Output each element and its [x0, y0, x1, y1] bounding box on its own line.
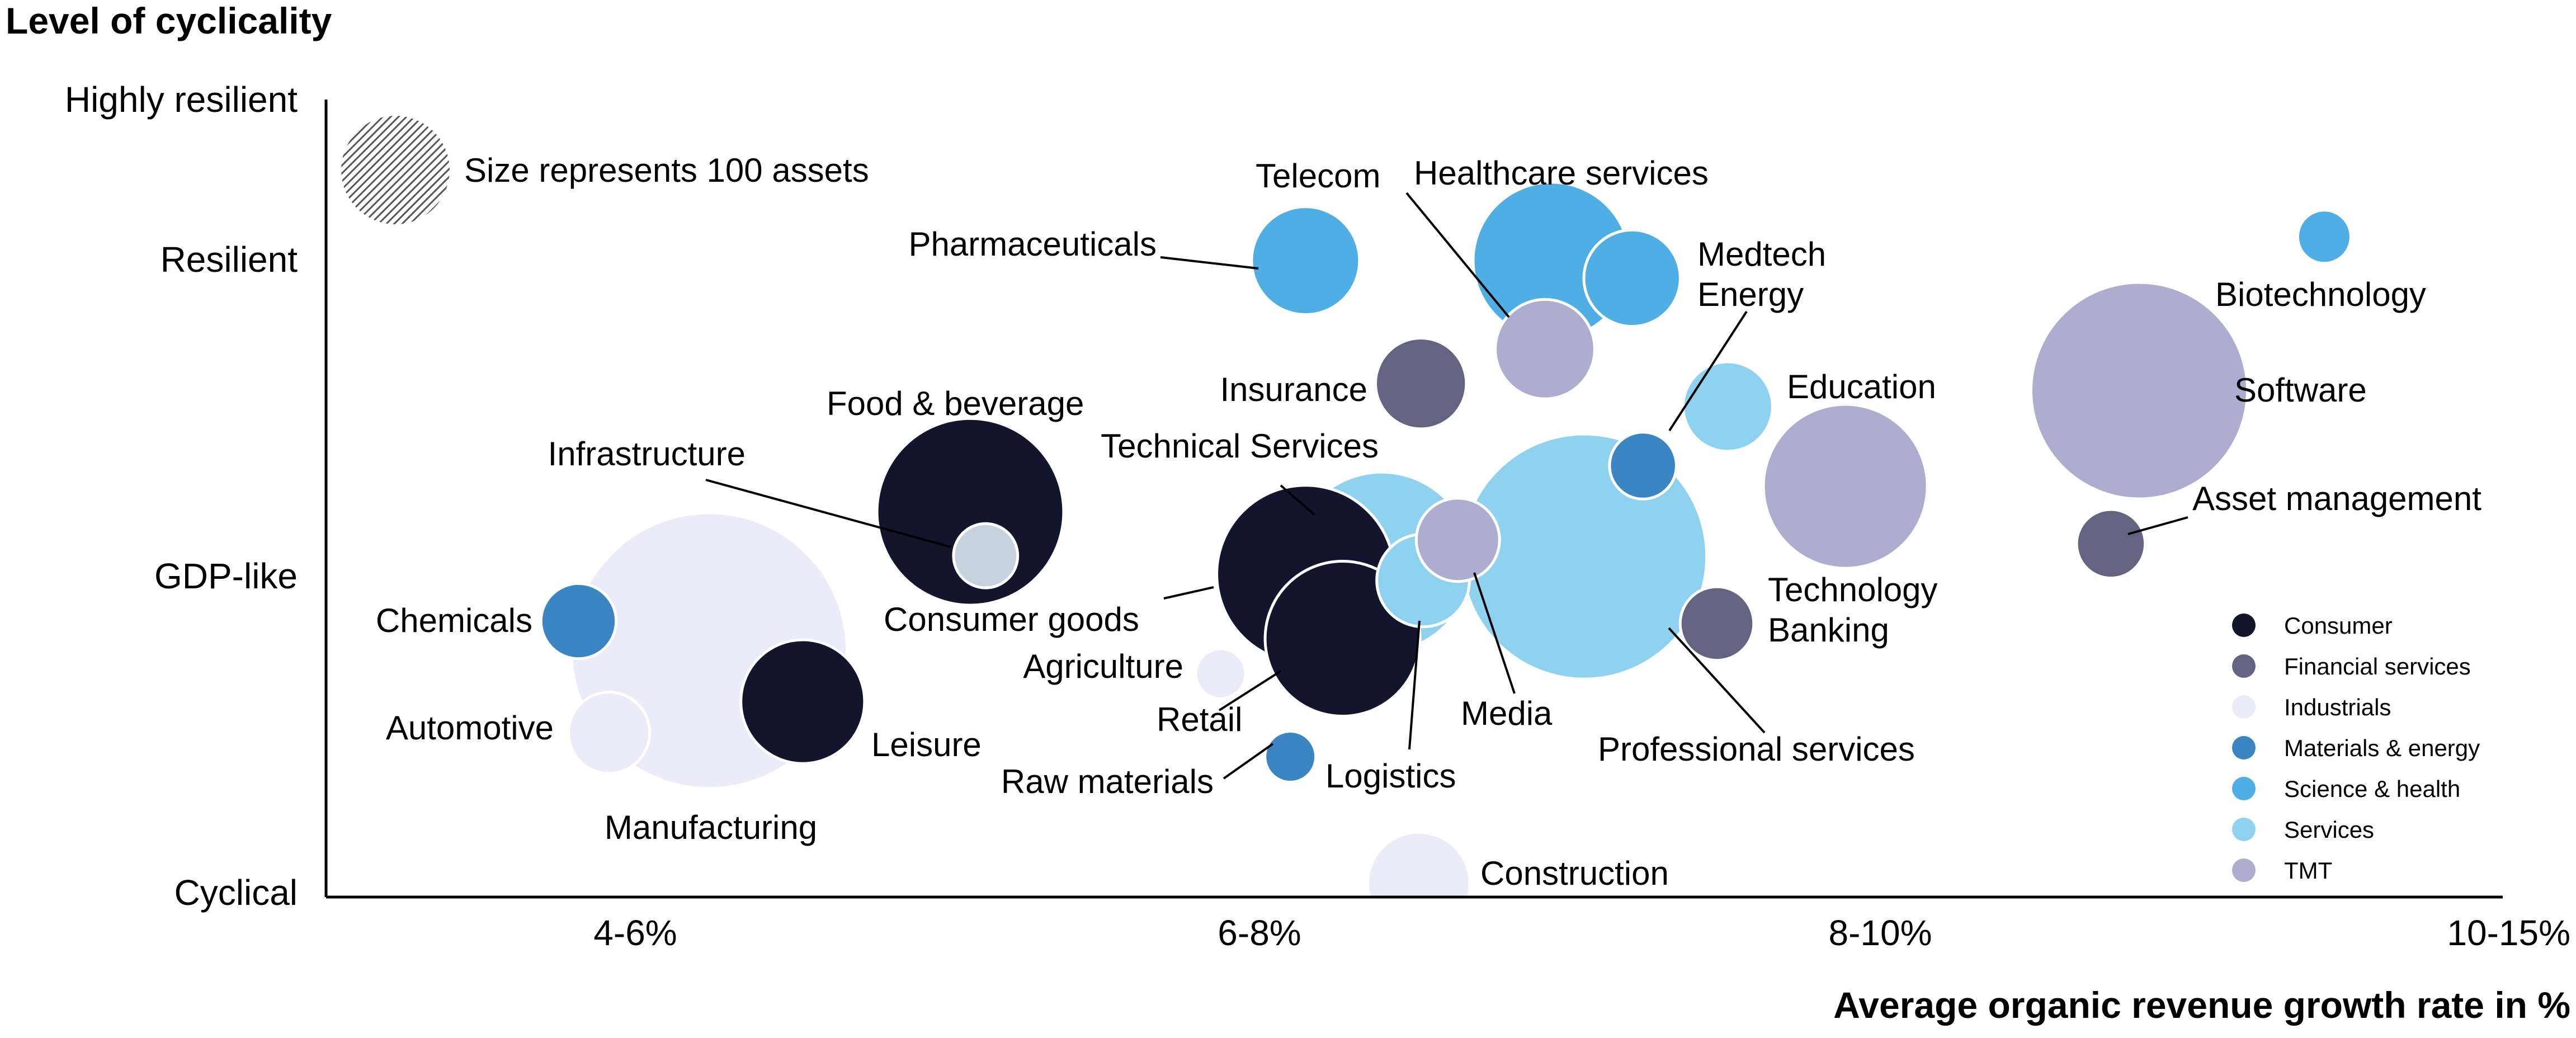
- color-legend: Consumer Financial services Industrials Mat…: [2232, 612, 2480, 884]
- x-axis-title: Average organic revenue growth rate in %: [1833, 984, 2570, 1026]
- label-technical-services: Technical Services: [1101, 427, 1379, 465]
- label-professional-services: Professional services: [1598, 730, 1915, 768]
- leader-professional-services: [1668, 627, 1766, 734]
- leader-telecom: [1405, 192, 1510, 318]
- label-leisure: Leisure: [871, 726, 982, 763]
- label-automotive: Automotive: [386, 709, 554, 747]
- legend-label-tmt: TMT: [2284, 857, 2332, 884]
- label-agriculture: Agriculture: [1023, 648, 1183, 685]
- size-legend-text: Size represents 100 assets: [464, 152, 869, 189]
- label-pharmaceuticals: Pharmaceuticals: [908, 225, 1157, 263]
- label-banking: Banking: [1768, 611, 1889, 649]
- legend-swatch-consumer: [2232, 614, 2256, 637]
- bubble-medtech: [1582, 228, 1682, 328]
- y-tick-gdp-like: GDP-like: [154, 556, 298, 596]
- label-construction: Construction: [1480, 855, 1669, 892]
- bubble-energy: [1608, 431, 1678, 501]
- bubble-chemicals: [539, 582, 618, 660]
- legend-label-consumer: Consumer: [2284, 612, 2393, 639]
- bubble-biotechnology: [2296, 209, 2352, 265]
- bubble-technology: [1762, 403, 1929, 570]
- bubbles: [539, 181, 2352, 897]
- x-tick-6-8: 6-8%: [1218, 913, 1301, 953]
- leader-media: [1473, 572, 1516, 694]
- y-tick-highly-resilient: Highly resilient: [65, 79, 298, 120]
- bubble-education: [1681, 360, 1774, 453]
- leader-retail: [1218, 670, 1282, 711]
- label-medtech: Medtech: [1697, 235, 1826, 273]
- legend-swatch-materials-energy: [2232, 736, 2256, 759]
- legend-label-services: Services: [2284, 817, 2374, 843]
- label-food-beverage: Food & beverage: [827, 385, 1084, 422]
- leader-consumer-goods: [1163, 586, 1214, 600]
- bubble-pharmaceuticals: [1250, 205, 1361, 317]
- legend-label-science-health: Science & health: [2284, 776, 2460, 802]
- x-tick-10-15: 10-15%: [2447, 913, 2570, 953]
- bubble-infrastructure: [952, 522, 1020, 589]
- legend-label-industrials: Industrials: [2284, 694, 2391, 720]
- label-insurance: Insurance: [1220, 371, 1368, 408]
- legend-label-materials-energy: Materials & energy: [2284, 735, 2480, 761]
- leader-technical-services: [1280, 484, 1315, 516]
- y-axis-title: Level of cyclicality: [6, 0, 332, 41]
- bubble-technology: [1678, 585, 1756, 662]
- bubble-insurance: [1374, 337, 1468, 431]
- label-healthcare-services: Healthcare services: [1414, 154, 1709, 192]
- bubble-construction: [1366, 831, 1471, 897]
- bubble-automotive: [567, 691, 652, 775]
- legend-swatch-science-health: [2232, 777, 2256, 800]
- label-energy: Energy: [1697, 276, 1804, 313]
- legend-swatch-industrials: [2232, 695, 2256, 719]
- label-technology: Technology: [1768, 571, 1938, 608]
- leader-raw-materials: [1223, 743, 1274, 780]
- bubble-raw-materials: [1263, 730, 1318, 784]
- leader-infrastructure: [705, 479, 951, 548]
- label-retail: Retail: [1157, 701, 1242, 738]
- label-manufacturing: Manufacturing: [605, 809, 817, 846]
- legend-swatch-tmt: [2232, 858, 2256, 882]
- leader-logistics: [1408, 620, 1421, 750]
- label-telecom: Telecom: [1256, 157, 1380, 195]
- label-asset-management: Asset management: [2192, 480, 2481, 517]
- label-infrastructure: Infrastructure: [548, 435, 746, 473]
- label-consumer-goods: Consumer goods: [884, 601, 1139, 638]
- label-software: Software: [2234, 371, 2367, 409]
- label-biotechnology: Biotechnology: [2215, 276, 2426, 313]
- y-tick-cyclical: Cyclical: [174, 872, 298, 913]
- leader-pharmaceuticals: [1160, 256, 1259, 270]
- legend-label-financial-services: Financial services: [2284, 653, 2471, 680]
- label-logistics: Logistics: [1325, 757, 1456, 795]
- bubble-leisure: [739, 638, 866, 765]
- x-tick-8-10: 8-10%: [1829, 913, 1932, 953]
- leader-energy: [1668, 310, 1748, 432]
- label-chemicals: Chemicals: [376, 602, 532, 639]
- label-raw-materials: Raw materials: [1001, 763, 1214, 800]
- leader-lines: [705, 192, 2188, 780]
- y-tick-resilient: Resilient: [161, 239, 298, 280]
- bubble-media: [1414, 497, 1501, 583]
- size-legend-circle: [341, 116, 450, 224]
- legend-swatch-services: [2232, 818, 2256, 841]
- label-education: Education: [1787, 368, 1936, 405]
- bubble-asset-management: [2075, 508, 2147, 580]
- legend-swatch-financial-services: [2232, 654, 2256, 678]
- bubble-software: [2030, 281, 2249, 501]
- bubble-labels: Pharmaceuticals Telecom Healthcare servi…: [376, 154, 2481, 892]
- leader-asset-management: [2127, 516, 2188, 535]
- label-media: Media: [1461, 695, 1553, 732]
- bubble-agriculture: [1194, 647, 1247, 700]
- bubble-telecom: [1494, 298, 1596, 400]
- x-tick-4-6: 4-6%: [593, 913, 677, 953]
